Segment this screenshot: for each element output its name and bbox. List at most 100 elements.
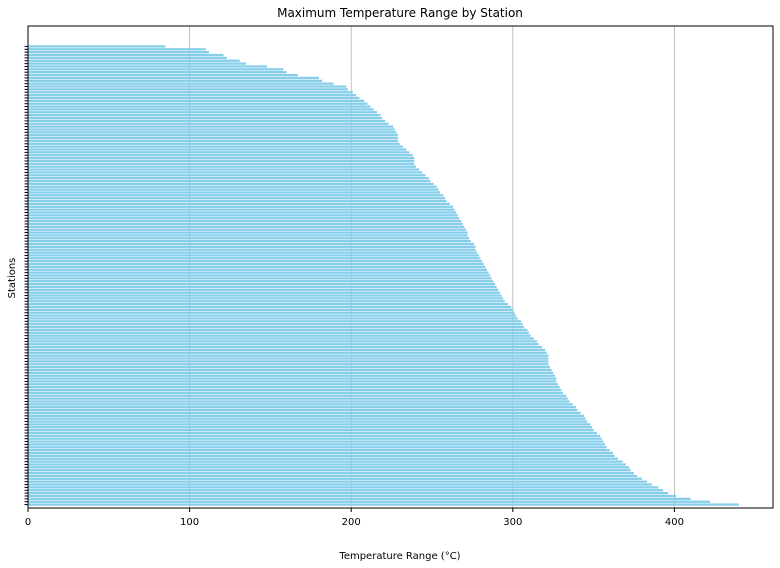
- bar: [28, 122, 389, 125]
- bar: [28, 51, 209, 54]
- bar: [28, 463, 626, 466]
- bar: [28, 386, 560, 389]
- bar: [28, 128, 395, 131]
- bar: [28, 334, 531, 337]
- bar: [28, 56, 227, 60]
- bar: [28, 503, 740, 506]
- bar: [28, 486, 659, 489]
- bar: [28, 151, 410, 154]
- bar: [28, 351, 547, 354]
- bar: [28, 139, 399, 143]
- bar: [28, 394, 567, 397]
- bar: [28, 245, 476, 249]
- bar: [28, 345, 542, 349]
- bar: [28, 76, 319, 80]
- bar: [28, 179, 431, 183]
- bar: [28, 208, 455, 211]
- bar: [28, 388, 562, 392]
- bar: [28, 365, 550, 369]
- bar: [28, 288, 499, 291]
- bar: [28, 116, 382, 120]
- bar: [28, 59, 240, 62]
- bar: [28, 483, 652, 486]
- bar: [28, 231, 468, 234]
- bar: [28, 291, 500, 294]
- bar: [28, 68, 284, 71]
- bar: [28, 79, 323, 82]
- chart-title: Maximum Temperature Range by Station: [277, 6, 523, 20]
- bar: [28, 308, 513, 312]
- bar: [28, 197, 445, 200]
- bar: [28, 343, 539, 346]
- bar: [28, 331, 529, 334]
- bar: [28, 205, 454, 208]
- bar: [28, 174, 426, 177]
- bar: [28, 274, 491, 277]
- plot-frame: [27, 25, 774, 509]
- x-tick-label: 200: [342, 517, 361, 528]
- bar: [28, 434, 601, 437]
- bar: [28, 428, 594, 432]
- bar: [28, 202, 450, 206]
- bar: [28, 317, 518, 320]
- bar: [28, 248, 476, 251]
- bar: [28, 454, 615, 458]
- bar: [28, 239, 471, 243]
- bar: [28, 437, 602, 440]
- bar: [28, 383, 559, 386]
- bar: [28, 411, 581, 415]
- bar: [28, 325, 525, 329]
- bar: [28, 302, 508, 306]
- bar: [28, 99, 365, 102]
- bar: [28, 328, 528, 332]
- bar: [28, 426, 593, 429]
- bar: [28, 225, 465, 228]
- bar: [28, 443, 605, 446]
- bar: [28, 119, 386, 123]
- bar: [28, 431, 597, 435]
- bar: [28, 148, 407, 151]
- bar: [28, 91, 353, 94]
- bar: [28, 191, 441, 194]
- bar: [28, 219, 462, 223]
- bar: [28, 282, 496, 286]
- bar: [28, 400, 570, 403]
- bar: [28, 354, 549, 357]
- bar: [28, 53, 224, 57]
- bar: [28, 368, 552, 372]
- bar: [28, 234, 468, 237]
- bar: [28, 214, 458, 217]
- bar: [28, 145, 403, 148]
- bar: [28, 65, 268, 68]
- bar: [28, 254, 479, 257]
- bar: [28, 423, 591, 426]
- bar: [28, 280, 494, 283]
- x-tick-label: 400: [665, 517, 684, 528]
- bar: [28, 311, 515, 314]
- bar: [28, 96, 360, 100]
- bar: [28, 194, 444, 197]
- bar: [28, 277, 492, 280]
- bar: [28, 357, 549, 360]
- bar: [28, 168, 420, 171]
- bar: [28, 451, 614, 455]
- bar: [28, 414, 584, 417]
- bar: [28, 348, 546, 352]
- bar: [28, 242, 475, 246]
- bar: [28, 466, 630, 469]
- bar: [28, 171, 423, 174]
- bar: [28, 271, 489, 274]
- y-axis-label: Stations: [7, 258, 18, 299]
- x-tick-label: 100: [180, 517, 199, 528]
- bar: [28, 162, 415, 165]
- x-ticks: 0 100 200 300 400: [25, 508, 684, 528]
- bar: [28, 305, 512, 309]
- bar: [28, 457, 618, 460]
- bar: [28, 268, 487, 271]
- y-ticks: [24, 45, 28, 506]
- bar: [28, 62, 247, 65]
- bar: [28, 449, 610, 452]
- bar: [28, 417, 586, 420]
- bar: [28, 45, 166, 48]
- bar: [28, 294, 502, 297]
